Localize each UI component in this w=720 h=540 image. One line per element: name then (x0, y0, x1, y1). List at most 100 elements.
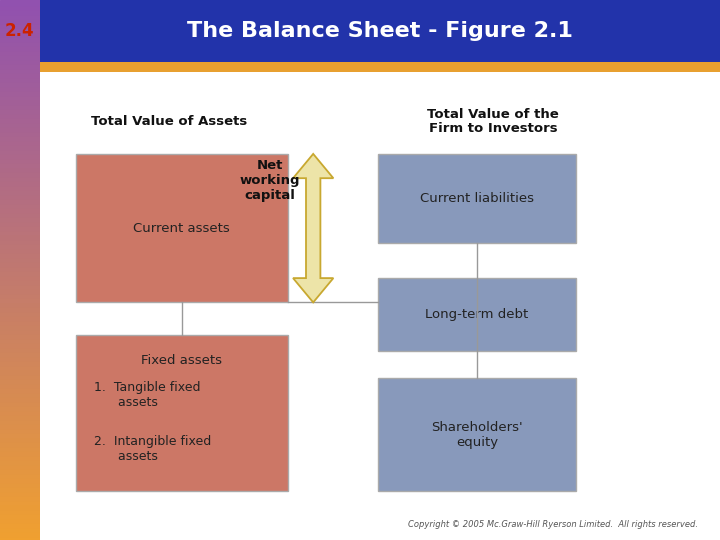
Bar (0, 504, 40, 509)
Bar (0, 216, 40, 220)
Bar (0, 40, 40, 45)
Bar (0, 378, 40, 382)
Bar (0, 364, 40, 369)
Bar (0, 117, 40, 122)
Bar (0, 306, 40, 310)
Polygon shape (293, 154, 333, 302)
Bar (378, 278, 576, 351)
Bar (0, 387, 40, 392)
Text: Fixed assets: Fixed assets (141, 354, 222, 367)
Text: Shareholders'
equity: Shareholders' equity (431, 421, 523, 449)
Bar (0, 486, 40, 490)
Bar (0, 180, 40, 185)
Bar (40, 0, 720, 62)
Bar (0, 333, 40, 338)
Bar (0, 0, 40, 4)
Bar (0, 468, 40, 472)
Bar (0, 441, 40, 445)
Bar (0, 185, 40, 189)
Text: Long-term debt: Long-term debt (426, 308, 528, 321)
Text: Current liabilities: Current liabilities (420, 192, 534, 205)
Bar (0, 131, 40, 135)
Bar (0, 243, 40, 247)
Bar (0, 85, 40, 90)
Bar (0, 279, 40, 284)
Bar (0, 122, 40, 126)
Bar (0, 423, 40, 428)
Bar (0, 72, 40, 77)
Bar (0, 212, 40, 216)
Bar (0, 374, 40, 378)
Bar (0, 104, 40, 108)
Bar (0, 446, 40, 450)
Bar (0, 162, 40, 166)
Bar (0, 320, 40, 324)
Bar (0, 176, 40, 180)
Bar (0, 284, 40, 288)
Bar (76, 154, 288, 302)
Bar (0, 288, 40, 293)
Bar (0, 54, 40, 58)
Bar (0, 27, 40, 31)
Bar (0, 252, 40, 256)
Bar (0, 414, 40, 418)
Bar (0, 536, 40, 540)
Bar (0, 247, 40, 252)
Bar (0, 153, 40, 158)
Bar (0, 463, 40, 468)
Bar (0, 342, 40, 347)
Bar (0, 338, 40, 342)
Bar (0, 158, 40, 162)
Bar (0, 198, 40, 202)
Bar (0, 50, 40, 54)
Bar (0, 189, 40, 193)
Bar (0, 428, 40, 432)
Bar (40, 72, 720, 540)
Bar (0, 261, 40, 266)
Bar (0, 482, 40, 486)
Bar (0, 522, 40, 526)
Text: 1.  Tangible fixed
      assets: 1. Tangible fixed assets (94, 381, 200, 409)
Bar (0, 234, 40, 239)
Bar (0, 108, 40, 112)
Bar (0, 220, 40, 225)
Bar (0, 256, 40, 261)
Bar (0, 239, 40, 243)
Bar (0, 324, 40, 328)
Text: Net
working
capital: Net working capital (240, 159, 300, 202)
Bar (0, 328, 40, 333)
Text: 2.4: 2.4 (5, 22, 35, 40)
Text: Current assets: Current assets (133, 221, 230, 235)
Bar (0, 81, 40, 85)
Bar (0, 112, 40, 117)
Bar (0, 396, 40, 401)
Bar (0, 207, 40, 212)
Bar (0, 509, 40, 513)
Bar (0, 126, 40, 131)
Bar (0, 450, 40, 455)
Bar (0, 360, 40, 364)
Bar (0, 144, 40, 148)
Bar (0, 517, 40, 522)
Bar (0, 274, 40, 279)
Bar (0, 202, 40, 207)
Bar (0, 315, 40, 320)
Bar (0, 455, 40, 459)
Bar (0, 99, 40, 104)
Bar (0, 432, 40, 436)
Bar (0, 500, 40, 504)
Bar (0, 193, 40, 198)
Text: 2.  Intangible fixed
      assets: 2. Intangible fixed assets (94, 435, 211, 463)
Bar (378, 378, 576, 491)
Bar (0, 472, 40, 477)
Bar (0, 409, 40, 414)
Bar (0, 418, 40, 423)
Bar (0, 526, 40, 531)
Bar (0, 382, 40, 387)
Bar (0, 36, 40, 40)
Bar (0, 58, 40, 63)
Bar (0, 355, 40, 360)
Bar (0, 369, 40, 374)
Bar (0, 14, 40, 18)
Bar (0, 477, 40, 482)
